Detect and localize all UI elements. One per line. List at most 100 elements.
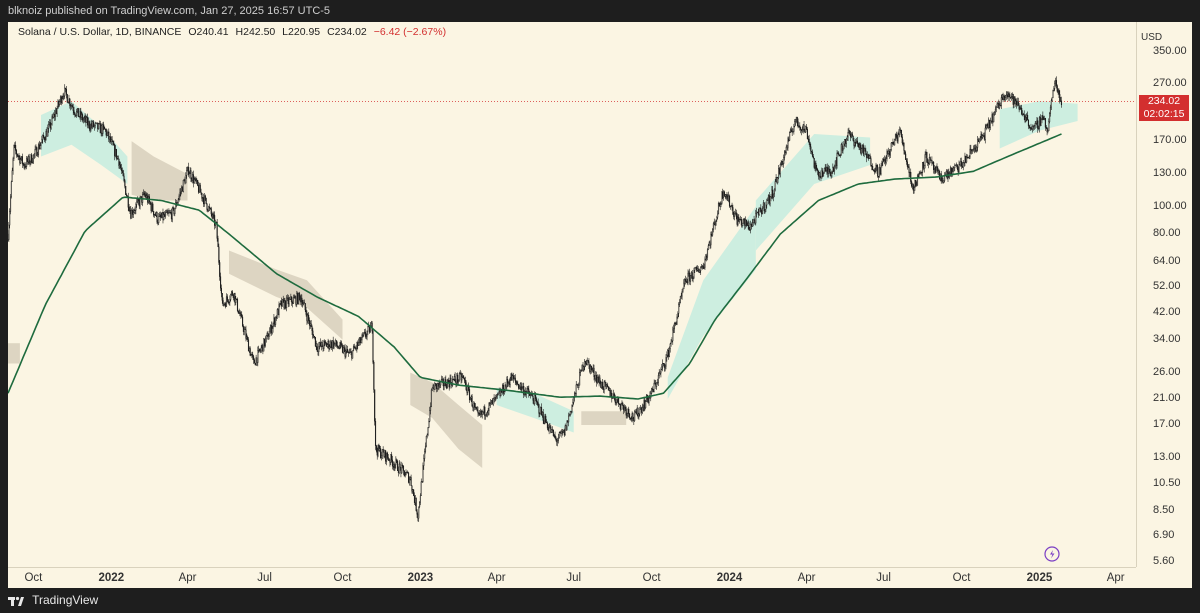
candle	[374, 418, 377, 450]
candle	[1054, 80, 1056, 92]
candle	[330, 340, 333, 351]
candle	[54, 110, 56, 122]
candle	[532, 393, 534, 404]
candle	[562, 428, 564, 436]
candle	[278, 301, 280, 318]
candle	[698, 268, 700, 273]
candle	[120, 163, 123, 174]
candle	[479, 409, 481, 417]
candle	[632, 412, 634, 422]
candle	[145, 192, 147, 199]
candle	[8, 221, 10, 243]
candle	[548, 423, 550, 435]
candle	[156, 211, 158, 225]
candle	[841, 141, 843, 154]
candle	[283, 297, 285, 310]
candle	[1012, 93, 1014, 109]
candle	[1028, 124, 1030, 129]
candle	[401, 461, 403, 474]
candle	[155, 211, 157, 217]
candle	[639, 406, 641, 417]
chart-area[interactable]: Solana / U.S. Dollar, 1D, BINANCE O240.4…	[8, 22, 1192, 588]
candle	[40, 142, 42, 150]
price-axis[interactable]: USD 350.00 270.00 170.00 130.00 100.00 80.00 6…	[1136, 22, 1192, 567]
candle	[364, 328, 366, 339]
candle	[938, 169, 941, 181]
candle	[856, 136, 858, 147]
alert-icon[interactable]	[1044, 546, 1060, 562]
candle	[903, 142, 905, 155]
candle	[838, 151, 840, 157]
candle	[716, 215, 718, 222]
candle	[995, 106, 997, 113]
candle	[934, 166, 936, 174]
candle	[250, 353, 252, 356]
candle	[280, 300, 282, 306]
candle	[867, 153, 869, 161]
time-tick-label: Oct	[333, 572, 352, 584]
candle	[887, 150, 889, 155]
candle	[443, 382, 445, 391]
candle	[312, 327, 314, 340]
candle	[845, 138, 847, 148]
candle	[725, 194, 727, 201]
candle	[849, 129, 851, 136]
candle	[909, 171, 911, 178]
candle	[292, 294, 294, 304]
candle	[870, 156, 872, 167]
candle	[543, 416, 545, 425]
candle	[960, 157, 963, 170]
candle	[850, 132, 853, 139]
candle	[289, 296, 291, 300]
candle	[913, 185, 915, 194]
candle	[984, 123, 986, 144]
time-tick-label: Oct	[642, 572, 661, 584]
candle	[871, 164, 873, 171]
candle	[44, 136, 46, 144]
candle	[815, 160, 817, 173]
candle	[905, 151, 907, 160]
candle	[800, 126, 802, 134]
candle	[70, 103, 72, 111]
candle	[883, 155, 886, 165]
candle	[955, 162, 958, 168]
cloud-bullish	[755, 134, 871, 251]
time-axis[interactable]: Oct 2022 Apr Jul Oct 2023 Apr Jul Oct 2024 Apr Jul O…	[8, 567, 1136, 588]
candle	[447, 377, 449, 383]
candle	[714, 220, 716, 230]
candle	[1052, 89, 1054, 99]
candle	[996, 101, 998, 108]
candle	[795, 116, 797, 124]
candle	[728, 194, 731, 208]
candle	[251, 351, 253, 359]
candle	[173, 207, 175, 216]
candle	[723, 190, 725, 201]
candle	[347, 350, 349, 357]
candle	[834, 160, 836, 169]
candle	[940, 170, 942, 184]
candle	[566, 420, 568, 431]
candle	[794, 119, 796, 128]
candle	[221, 293, 223, 304]
candle	[130, 205, 132, 220]
price-tick-label: 130.00	[1153, 167, 1187, 180]
price-plot[interactable]	[8, 22, 1136, 567]
candle	[242, 315, 244, 328]
candle	[552, 429, 554, 437]
candle	[407, 470, 409, 474]
candle	[496, 392, 499, 399]
candle	[554, 431, 556, 440]
candle	[42, 134, 44, 144]
candle	[703, 263, 705, 270]
candle	[549, 423, 551, 429]
candle	[457, 379, 460, 386]
candle	[256, 357, 258, 366]
candle	[777, 176, 779, 185]
candle	[192, 170, 195, 188]
candle	[690, 274, 692, 286]
candle	[607, 382, 609, 388]
candle	[743, 218, 745, 224]
candle	[472, 404, 474, 412]
candle	[1060, 96, 1063, 108]
candle	[167, 209, 169, 214]
